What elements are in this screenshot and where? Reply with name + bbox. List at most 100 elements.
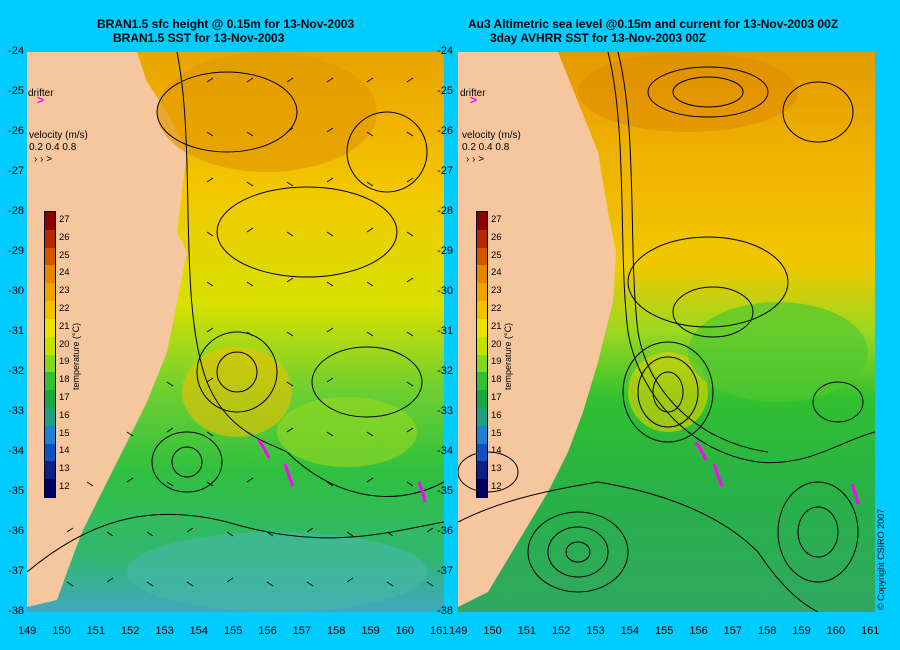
colorbar-segment [45, 336, 55, 355]
x-tick-label: 149 [18, 625, 37, 637]
colorbar-label: 24 [59, 267, 70, 279]
colorbar-segment [477, 301, 487, 320]
colorbar-segment [477, 283, 487, 302]
x-tick-label: 156 [258, 625, 277, 637]
x-tick-label: 149 [449, 625, 468, 637]
left-drifter-label: drifter [28, 88, 54, 99]
x-tick-label: 150 [52, 625, 71, 637]
right-drifter-label: drifter [460, 88, 486, 99]
y-tick-label: -31 [437, 325, 453, 337]
x-tick-label: 159 [792, 625, 811, 637]
x-tick-label: 153 [155, 625, 174, 637]
colorbar-segment [477, 247, 487, 266]
x-tick-label: 151 [86, 625, 106, 637]
colorbar-segment [477, 372, 487, 391]
colorbar-segment [477, 265, 487, 284]
colorbar-segment [45, 443, 55, 462]
colorbar-segment [45, 247, 55, 266]
x-tick-label: 157 [292, 625, 312, 637]
copyright-text: © Copyright CSIRO 2007 [876, 508, 886, 610]
y-tick-label: -32 [8, 365, 24, 377]
colorbar-segment [45, 301, 55, 320]
right-velocity-values: 0.2 0.4 0.8 [462, 142, 510, 153]
y-tick-label: -37 [437, 565, 453, 577]
y-tick-label: -25 [8, 85, 24, 97]
colorbar-label: 12 [491, 481, 502, 493]
colorbar-segment [477, 443, 487, 462]
y-tick-label: -30 [8, 285, 24, 297]
colorbar-label: 20 [491, 338, 502, 350]
colorbar-segment [45, 229, 55, 249]
colorbar-segment [45, 461, 55, 480]
left-colorbar-title: temperature (°C) [71, 322, 81, 390]
colorbar-segment [477, 390, 487, 409]
left-map-panel [27, 52, 444, 612]
colorbar-segment [477, 318, 487, 338]
right-colorbar-title: temperature (°C) [503, 322, 513, 390]
colorbar-label: 16 [491, 409, 502, 421]
colorbar-label: 14 [59, 445, 70, 457]
colorbar-label: 23 [59, 285, 70, 297]
colorbar-segment [477, 336, 487, 355]
right-title-line2: 3day AVHRR SST for 13-Nov-2003 00Z [490, 31, 707, 45]
right-drifter-icon: > [470, 93, 478, 107]
colorbar-segment [45, 390, 55, 409]
colorbar-label: 17 [491, 392, 502, 404]
y-tick-label: -26 [437, 125, 453, 137]
colorbar-label: 12 [59, 481, 70, 493]
colorbar-segment [477, 407, 487, 427]
y-tick-label: -32 [437, 365, 453, 377]
colorbar-label: 24 [491, 267, 502, 279]
colorbar-label: 14 [491, 445, 502, 457]
x-tick-label: 156 [689, 625, 708, 637]
y-tick-label: -24 [8, 45, 24, 57]
colorbar-label: 19 [491, 356, 502, 368]
right-colorbar [476, 211, 488, 498]
x-tick-label: 155 [655, 625, 674, 637]
y-tick-label: -35 [8, 485, 24, 497]
right-map-panel [458, 52, 875, 612]
y-tick-label: -36 [8, 525, 24, 537]
y-tick-label: -30 [437, 285, 453, 297]
colorbar-label: 20 [59, 338, 70, 350]
colorbar-label: 26 [59, 231, 70, 243]
y-tick-label: -29 [437, 245, 453, 257]
left-velocity-arrows: › › > [34, 154, 53, 165]
y-tick-label: -25 [437, 85, 453, 97]
colorbar-label: 27 [491, 213, 502, 225]
right-sst-map [458, 52, 875, 612]
colorbar-segment [45, 372, 55, 391]
left-drifter-icon: > [37, 93, 45, 107]
y-tick-label: -33 [437, 405, 453, 417]
colorbar-segment [45, 283, 55, 302]
right-title-line1: Au3 Altimetric sea level @0.15m and curr… [468, 17, 839, 31]
colorbar-label: 18 [491, 374, 502, 386]
y-tick-label: -28 [8, 205, 24, 217]
colorbar-segment [45, 265, 55, 284]
y-tick-label: -29 [8, 245, 24, 257]
colorbar-label: 22 [59, 302, 70, 314]
colorbar-label: 21 [59, 320, 70, 332]
colorbar-label: 21 [491, 320, 502, 332]
colorbar-label: 17 [59, 392, 70, 404]
colorbar-segment [45, 479, 55, 498]
colorbar-label: 22 [491, 302, 502, 314]
colorbar-label: 27 [59, 213, 70, 225]
y-tick-label: -33 [8, 405, 24, 417]
colorbar-label: 26 [491, 231, 502, 243]
left-title-line2: BRAN1.5 SST for 13-Nov-2003 [113, 31, 285, 45]
colorbar-segment [477, 229, 487, 249]
left-title-line1: BRAN1.5 sfc height @ 0.15m for 13-Nov-20… [97, 17, 355, 31]
left-colorbar [44, 211, 56, 498]
x-tick-label: 161 [430, 625, 449, 637]
y-tick-label: -38 [8, 605, 24, 617]
x-tick-label: 150 [483, 625, 502, 637]
y-tick-label: -27 [8, 165, 24, 177]
y-tick-label: -24 [437, 45, 453, 57]
left-velocity-values: 0.2 0.4 0.8 [29, 142, 77, 153]
x-tick-label: 159 [361, 625, 380, 637]
x-tick-label: 160 [826, 625, 846, 637]
x-tick-label: 151 [517, 625, 537, 637]
right-velocity-arrows: › › > [466, 154, 485, 165]
y-tick-label: -34 [8, 445, 24, 457]
